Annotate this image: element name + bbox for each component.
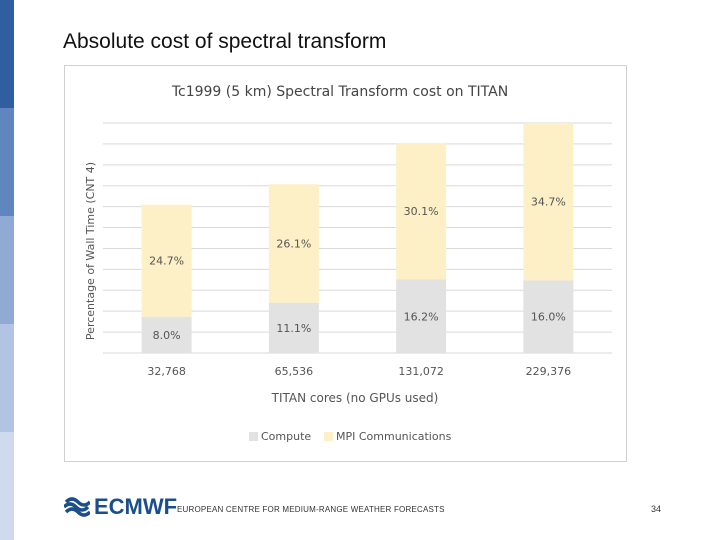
sidebar-segment (0, 108, 14, 216)
bar-mpi (268, 184, 319, 303)
sidebar-segment (0, 0, 14, 108)
x-tick-labels: 32,768 65,536 131,072 229,376 (147, 365, 571, 378)
data-label: 11.1% (276, 322, 311, 335)
sidebar-segment (0, 216, 14, 324)
bar-mpi (396, 142, 447, 280)
sidebar-segment (0, 324, 14, 432)
bar-mpi (523, 123, 574, 281)
x-axis-label: TITAN cores (no GPUs used) (271, 391, 439, 405)
y-axis-label: Percentage of Wall Time (CNT 4) (84, 162, 97, 340)
data-label: 26.1% (276, 237, 311, 250)
bar-mpi (141, 204, 192, 317)
bar-compute (141, 316, 192, 353)
bar-compute (523, 280, 574, 353)
sidebar-segment (0, 432, 14, 540)
bar-compute (396, 279, 447, 353)
page-number: 34 (651, 504, 662, 514)
data-label: 16.2% (404, 310, 439, 323)
data-label: 30.1% (404, 205, 439, 218)
data-label: 24.7% (149, 255, 184, 268)
x-tick-label: 65,536 (275, 365, 314, 378)
legend-swatch (249, 432, 258, 441)
x-tick-label: 229,376 (526, 365, 572, 378)
ecmwf-swirl-icon (64, 497, 90, 517)
x-tick-label: 32,768 (147, 365, 186, 378)
ecmwf-logo: ECMWF (64, 494, 178, 519)
data-label: 8.0% (153, 329, 181, 342)
chart-frame: 8.0% 24.7% 11.1% 26.1% 16.2% 30.1% 16.0% 34.7% … (64, 65, 627, 462)
logo-text: ECMWF (94, 494, 178, 519)
data-label: 16.0% (531, 311, 566, 324)
bar-compute (268, 302, 319, 353)
stacked-bar-chart: 8.0%24.7%11.1%26.1%16.2%30.1%16.0%34.7% … (84, 84, 612, 443)
legend-label: Compute (261, 430, 311, 443)
x-tick-label: 131,072 (398, 365, 444, 378)
data-labels: 8.0% 24.7% 11.1% 26.1% 16.2% 30.1% 16.0% 34.7% (149, 196, 566, 342)
legend: Compute MPI Communications (249, 430, 452, 443)
slide-title: Absolute cost of spectral transform (63, 30, 387, 53)
sidebar-color-strip (0, 0, 14, 540)
legend-swatch (324, 432, 333, 441)
footer-org-name: EUROPEAN CENTRE FOR MEDIUM-RANGE WEATHER… (177, 505, 445, 514)
legend-label: MPI Communications (336, 430, 452, 443)
data-label: 34.7% (531, 196, 566, 209)
chart-title: Tc1999 (5 km) Spectral Transform cost on… (171, 84, 508, 100)
bars (141, 123, 574, 353)
